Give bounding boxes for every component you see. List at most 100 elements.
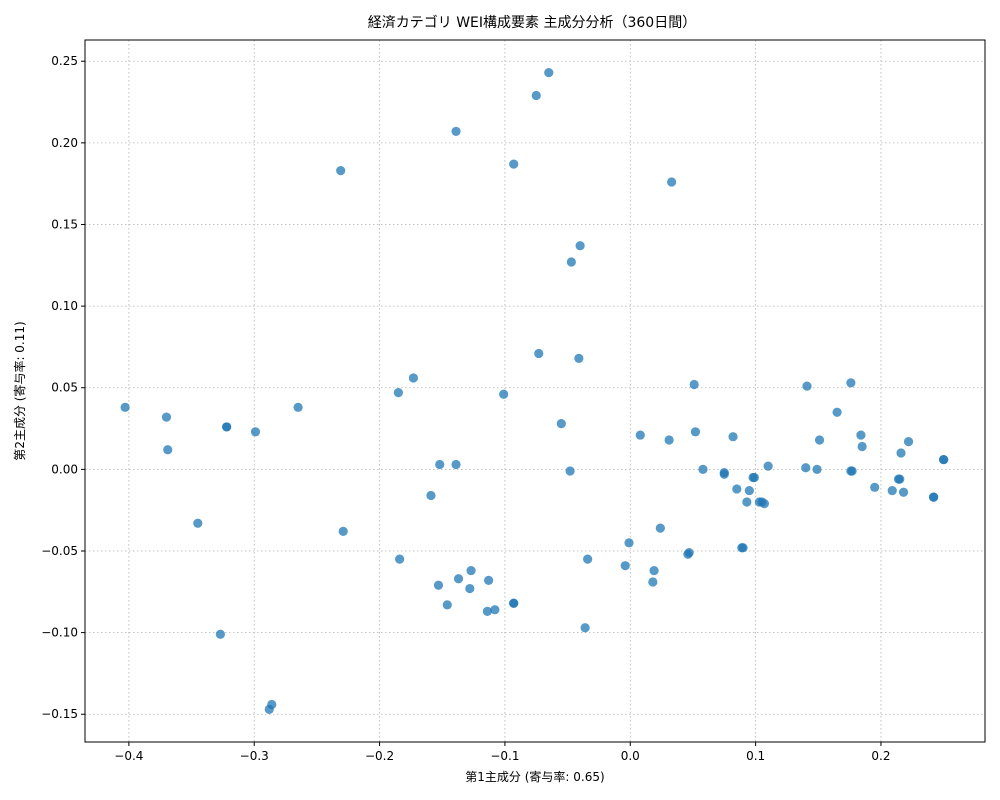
y-tick-label: −0.05 <box>41 544 78 558</box>
data-point <box>814 435 825 445</box>
data-point <box>802 381 812 391</box>
data-point <box>744 485 754 496</box>
data-point <box>903 437 914 447</box>
data-point <box>846 378 856 388</box>
data-point <box>336 166 346 176</box>
x-tick-label: −0.3 <box>240 749 269 763</box>
x-axis-label: 第1主成分 (寄与率: 0.65) <box>465 769 604 784</box>
y-tick-label: 0.20 <box>51 136 78 150</box>
data-point <box>929 492 939 502</box>
y-axis-label: 第2主成分 (寄与率: 0.11) <box>12 321 27 460</box>
data-point <box>759 499 769 509</box>
chart-title: 経済カテゴリ WEI構成要素 主成分分析（360日間） <box>368 14 696 31</box>
data-point <box>801 463 811 473</box>
data-point <box>556 419 566 429</box>
data-point <box>453 574 464 584</box>
data-point <box>689 379 699 390</box>
x-tick-label: −0.2 <box>365 749 394 763</box>
data-point <box>620 561 630 571</box>
data-point <box>742 497 752 507</box>
data-point <box>222 422 232 432</box>
data-point <box>451 459 461 470</box>
data-point <box>442 600 452 610</box>
data-point <box>482 606 492 616</box>
data-point <box>648 577 658 587</box>
data-point <box>435 459 445 470</box>
data-point <box>161 412 172 422</box>
data-point <box>690 427 701 437</box>
data-point <box>338 526 348 537</box>
data-point <box>544 68 554 78</box>
data-point <box>655 523 665 533</box>
data-point <box>565 466 575 476</box>
data-point <box>895 474 905 484</box>
data-point <box>728 432 738 442</box>
data-point <box>490 605 500 615</box>
data-point <box>426 490 436 501</box>
data-point <box>531 90 541 101</box>
data-point <box>664 435 674 445</box>
data-point <box>575 241 585 251</box>
data-point <box>583 554 593 564</box>
x-tick-label: 0.2 <box>871 749 890 763</box>
y-tick-label: 0.25 <box>51 54 78 68</box>
data-point <box>293 402 303 412</box>
data-point <box>856 430 866 440</box>
plot-frame <box>84 39 986 743</box>
data-point <box>163 445 173 455</box>
x-tick-label: −0.1 <box>490 749 519 763</box>
data-point <box>832 407 842 417</box>
data-point <box>898 487 909 497</box>
data-point <box>847 466 857 476</box>
data-point <box>738 543 748 553</box>
data-point <box>566 257 576 267</box>
data-point <box>499 389 509 399</box>
data-point <box>465 583 475 594</box>
data-point <box>395 554 405 564</box>
data-point <box>120 402 130 412</box>
data-point <box>732 484 742 494</box>
data-point <box>719 469 729 479</box>
x-tick-label: 0.0 <box>621 749 640 763</box>
data-point <box>684 548 694 558</box>
data-point <box>215 629 225 639</box>
grid <box>85 40 985 742</box>
x-tick-label: 0.1 <box>746 749 765 763</box>
y-tick-label: 0.00 <box>51 462 78 476</box>
data-point <box>649 565 659 576</box>
data-point <box>896 448 906 458</box>
data-point <box>250 427 261 437</box>
data-point <box>580 623 590 633</box>
data-point <box>574 353 584 363</box>
data-point <box>667 177 677 187</box>
y-tick-label: −0.15 <box>41 707 78 721</box>
data-point <box>433 580 444 590</box>
data-point <box>857 441 867 452</box>
data-point <box>393 388 403 398</box>
data-point <box>466 565 476 576</box>
data-point <box>763 461 773 471</box>
data-point <box>698 464 708 474</box>
data-point <box>484 575 494 585</box>
data-point <box>534 348 544 359</box>
y-tick-label: 0.15 <box>51 217 78 231</box>
data-points <box>120 68 949 714</box>
data-point <box>749 472 759 483</box>
data-point <box>812 464 822 474</box>
y-tick-label: 0.10 <box>51 299 78 313</box>
data-point <box>451 126 461 137</box>
data-point <box>635 430 645 440</box>
data-point <box>267 699 277 710</box>
data-point <box>509 159 519 169</box>
x-tick-label: −0.4 <box>114 749 143 763</box>
y-tick-label: −0.10 <box>41 626 78 640</box>
data-point <box>624 538 634 548</box>
y-tick-label: 0.05 <box>51 381 78 395</box>
axis-ticks: −0.4 −0.3 −0.2 −0.1 0.0 0.1 0.2 −0.15 −0.10 −0.05… <box>41 54 890 763</box>
data-point <box>193 518 203 528</box>
data-point <box>870 482 880 492</box>
data-point <box>509 598 519 608</box>
data-point <box>408 373 419 383</box>
